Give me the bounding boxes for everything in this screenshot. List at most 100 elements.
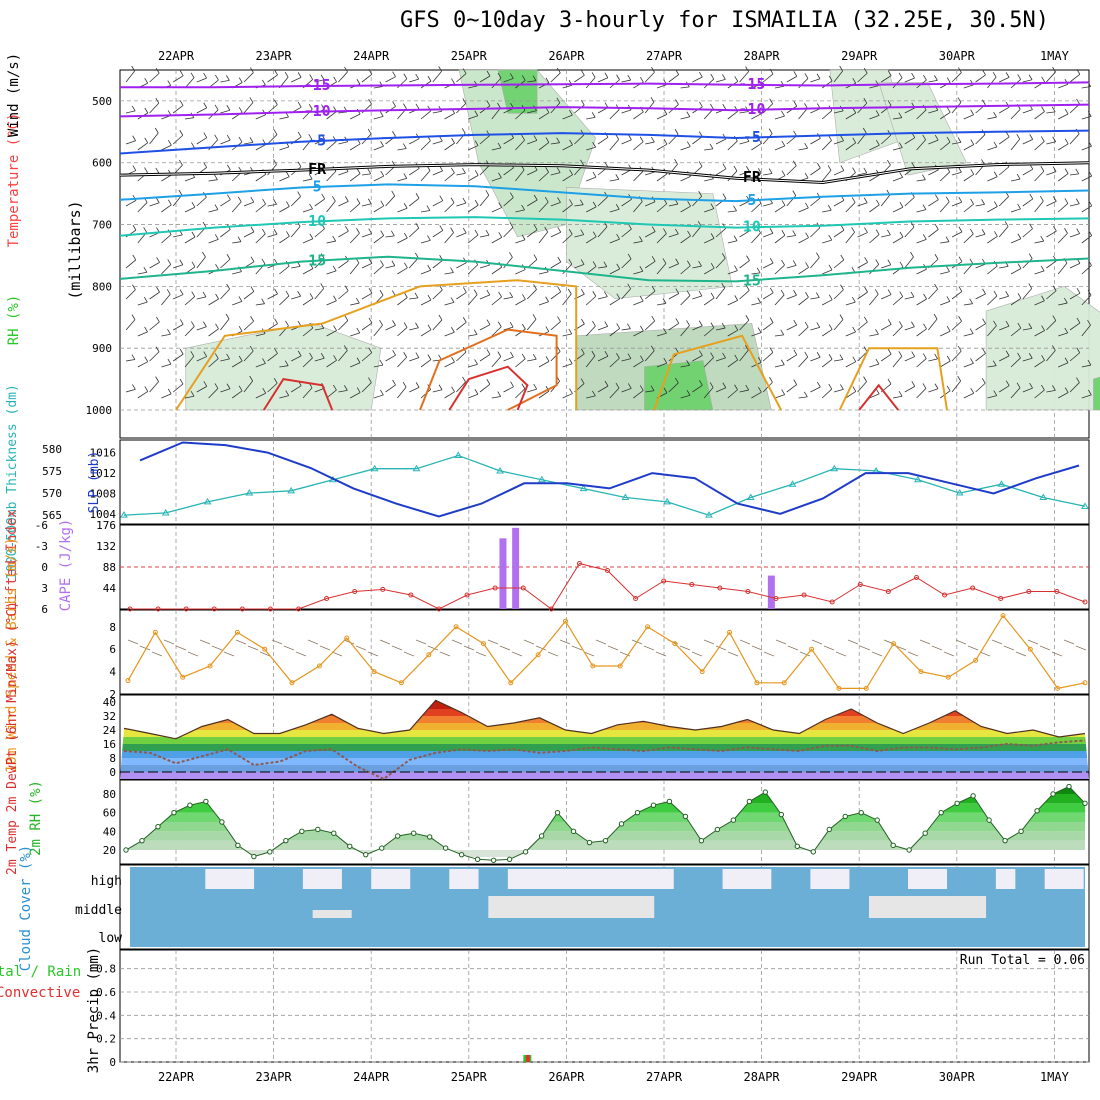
wind-barb [137,391,149,399]
wind-barb [208,388,219,399]
wind-barb [220,229,231,238]
wind-barb [527,80,537,83]
temperature-tick: 40 [103,696,116,709]
wind-barb [1010,138,1021,151]
wind-barb [179,259,184,265]
wind-barb [349,232,360,244]
date-label-bottom: 25APR [451,1070,488,1084]
wind-barb [580,378,585,384]
wind-barb [249,137,254,143]
wind-barb [326,389,337,399]
wind-barb [515,209,525,213]
wind-barb [415,73,420,80]
wind-barb [338,71,348,83]
wind-barb [432,110,442,114]
wind-barb [243,320,254,331]
wind-barb [692,295,703,300]
surface-wind-barb [163,639,175,645]
wind-barb [556,67,561,74]
wind-barb [161,294,171,306]
cloud-middle-block [868,896,987,918]
wind-barb [1040,136,1045,142]
wind-barb [544,196,549,203]
wind-barb [302,387,313,399]
rh-marker [842,813,848,820]
wind-barb [203,162,208,168]
wind-barb [479,264,490,269]
wind-barb [1076,69,1081,75]
wind-barb [963,363,974,368]
precip-tick: 0.6 [96,986,116,999]
wind-barb [333,325,337,331]
thickness-marker [1039,493,1048,500]
rh-shading [1093,376,1100,411]
wind-barb [1041,76,1045,83]
wind-barb [1022,387,1033,393]
wind-barb [786,235,796,238]
wind-barb [1052,315,1057,321]
surface-wind-barb [907,651,919,657]
wind-barb [562,204,573,213]
wind-barb [1069,203,1080,207]
panel-wind [119,609,1090,695]
wind-barb [839,354,844,360]
wind-barb [733,235,738,241]
wind-barb [462,376,466,383]
wind-barb [580,348,585,354]
surface-wind-barb [991,639,1003,645]
wind-barb [757,297,762,303]
wind-barb [739,71,749,83]
surface-wind-barb [439,651,451,657]
wind-speed-tick: 4 [109,666,116,679]
wind-barb [892,177,903,182]
wind-barb [781,389,786,395]
thickness-marker [913,475,922,483]
wind-barb [467,264,478,275]
wind-barb [368,69,373,75]
wind-barb [314,288,325,300]
wind-barb [1052,285,1057,291]
wind-barb [227,194,231,200]
wind-barb [840,254,845,261]
wind-barb [722,382,727,388]
wind-barb [538,142,550,151]
wind-barb [704,178,714,182]
surface-wind-barb [751,645,763,651]
rh-marker [411,830,417,836]
wind-barb [881,234,891,238]
wind-barb [810,297,820,300]
wind-barb [739,230,750,238]
wind-panel-axis-label: 10m Wind Speed & Barbs (m/s) [4,537,20,773]
wind-barb [703,357,714,368]
wind-barb [326,330,337,337]
wind-barb [137,361,148,368]
wind-barb [220,358,230,362]
wind-barb [863,376,867,382]
wind-barb [762,381,773,393]
wind-barb [144,107,149,114]
wind-barb [392,320,396,326]
wind-barb [161,264,172,275]
wind-barb [804,172,809,179]
wind-barb [698,131,703,137]
wind-barb [934,383,939,389]
wind-barb [1081,175,1092,182]
wind-barb [692,195,702,207]
wind-barb [545,167,549,173]
thickness-marker [161,508,170,516]
wind-barb [839,65,844,72]
wind-speed-marker [316,663,322,669]
wind-barb [503,137,514,145]
wind-barb [904,296,915,300]
wind-barb [184,177,195,182]
wind-barb [149,321,160,331]
surface-wind-barb [679,645,691,651]
wind-barb [172,134,184,145]
wind-barb [852,386,857,392]
wind-barb [533,284,537,290]
wind-barb [580,229,585,235]
surface-wind-barb [535,645,547,651]
wind-barb [585,295,597,306]
wind-barb [220,109,230,114]
